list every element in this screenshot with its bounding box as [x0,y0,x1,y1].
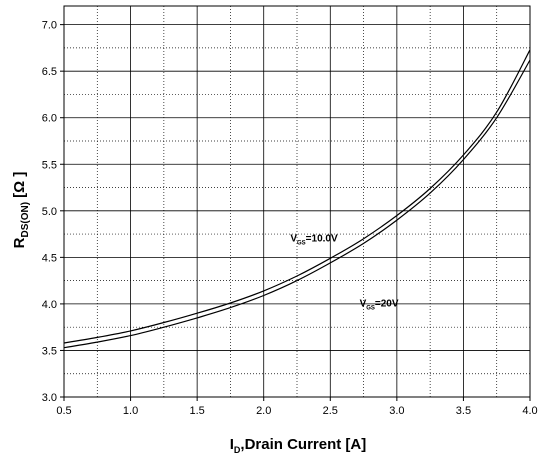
y-tick-label: 3.5 [42,345,57,357]
annotation-sub: GS [366,306,375,312]
y-axis-title-sub: DS(ON) [20,202,31,238]
series-lines [63,49,531,349]
x-tick-label: 2.0 [256,405,271,417]
y-tick-label: 3.0 [42,392,57,404]
y-tick-label: 6.5 [42,66,57,78]
y-tick-label: 4.0 [42,299,57,311]
x-tick-label: 0.5 [56,405,71,417]
series-line-vgs-20v [63,59,531,349]
y-axis-title: RDS(ON) [Ω ] [11,172,31,249]
x-tick-label: 1.5 [189,405,204,417]
annotation-main: V [290,234,297,245]
x-axis-title-rest: ,Drain Current [A] [240,436,366,453]
y-axis-title-main: R [11,237,28,248]
x-axis-title: ID,Drain Current [A] [230,436,367,455]
x-tick-label: 3.5 [456,405,471,417]
x-tick-label: 2.5 [323,405,338,417]
x-tick-labels: 0.5 1.0 1.5 2.0 2.5 3.0 3.5 4.0 [56,405,537,417]
x-axis-title-sub: D [234,445,241,455]
x-tick-label: 1.0 [123,405,138,417]
minor-grid [64,6,530,397]
series-line-vgs-10v [63,49,531,344]
y-tick-label: 5.0 [42,206,57,218]
y-tick-marks [60,24,64,398]
y-tick-labels: 3.0 3.5 4.0 4.5 5.0 5.5 6.0 6.5 7.0 [42,20,57,404]
y-axis-title-rest: [Ω ] [11,172,28,202]
annotation-rest: =10.0V [306,234,338,245]
annotation-rest: =20V [375,299,399,310]
y-tick-label: 6.0 [42,113,57,125]
x-tick-label: 4.0 [522,405,537,417]
x-tick-marks [63,397,531,401]
annotation-vgs-20v: VGS=20V [360,299,399,312]
y-tick-label: 4.5 [42,252,57,264]
annotation-vgs-10v: VGS=10.0V [290,234,338,247]
annotation-sub: GS [297,241,306,247]
y-tick-label: 7.0 [42,20,57,32]
plot-frame [63,5,531,398]
annotation-main: V [360,299,367,310]
x-axis-title-main: I [230,436,234,453]
y-tick-label: 5.5 [42,159,57,171]
x-tick-label: 3.0 [389,405,404,417]
